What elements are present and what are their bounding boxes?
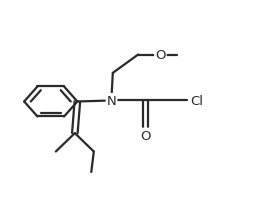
Text: N: N [107, 95, 116, 108]
Text: O: O [155, 49, 166, 62]
Text: Cl: Cl [190, 95, 203, 108]
Text: O: O [141, 129, 151, 142]
